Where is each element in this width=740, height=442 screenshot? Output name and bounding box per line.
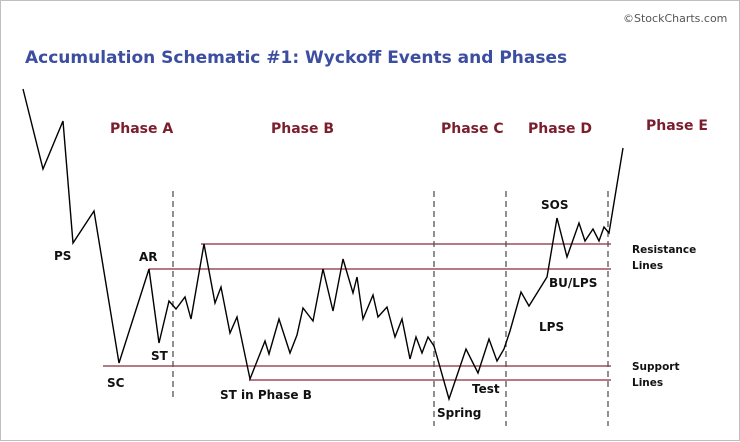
resistance-label-line1: Resistance: [632, 244, 696, 256]
phase-e-label: Phase E: [646, 118, 708, 134]
credit-text: ©StockCharts.com: [623, 12, 727, 25]
price-path: [22, 88, 624, 402]
phase-b-label: Phase B: [271, 121, 334, 137]
phase-d-label: Phase D: [528, 121, 592, 137]
phase-c-label: Phase C: [441, 121, 504, 137]
support-label-line2: Lines: [632, 377, 663, 389]
event-ps-label: PS: [54, 249, 71, 263]
support-label-line1: Support: [632, 361, 679, 373]
event-sc-label: SC: [107, 376, 125, 390]
phase-a-label: Phase A: [110, 121, 173, 137]
event-sos-label: SOS: [541, 198, 569, 212]
diagram-title: Accumulation Schematic #1: Wyckoff Event…: [25, 48, 567, 68]
event-st-label: ST: [151, 349, 169, 363]
event-st-phase-b-label: ST in Phase B: [220, 388, 312, 402]
event-spring-label: Spring: [437, 406, 481, 420]
event-ar-label: AR: [139, 250, 158, 264]
resistance-label-line2: Lines: [632, 260, 663, 272]
event-bu-lps-label: BU/LPS: [549, 276, 597, 290]
event-lps-label: LPS: [539, 320, 564, 334]
event-test-label: Test: [472, 382, 500, 396]
